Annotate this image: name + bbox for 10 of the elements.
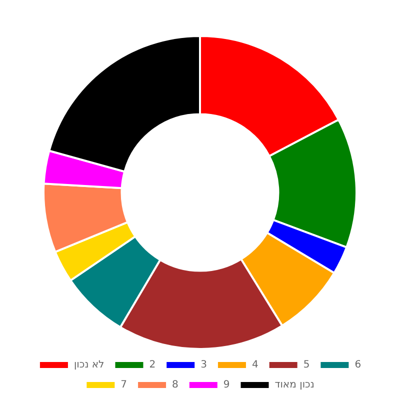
legend-label: נכון מאוד <box>274 380 314 391</box>
legend-label: 4 <box>252 360 258 371</box>
legend-label: 3 <box>200 360 207 371</box>
legend-label: לא נכון <box>74 360 104 371</box>
legend-label: 2 <box>149 360 156 371</box>
legend-label: 9 <box>223 380 230 391</box>
legend-label: 5 <box>303 360 310 371</box>
legend-label: 7 <box>120 380 128 391</box>
legend-label: 8 <box>172 380 178 391</box>
legend-label: 6 <box>354 360 362 371</box>
